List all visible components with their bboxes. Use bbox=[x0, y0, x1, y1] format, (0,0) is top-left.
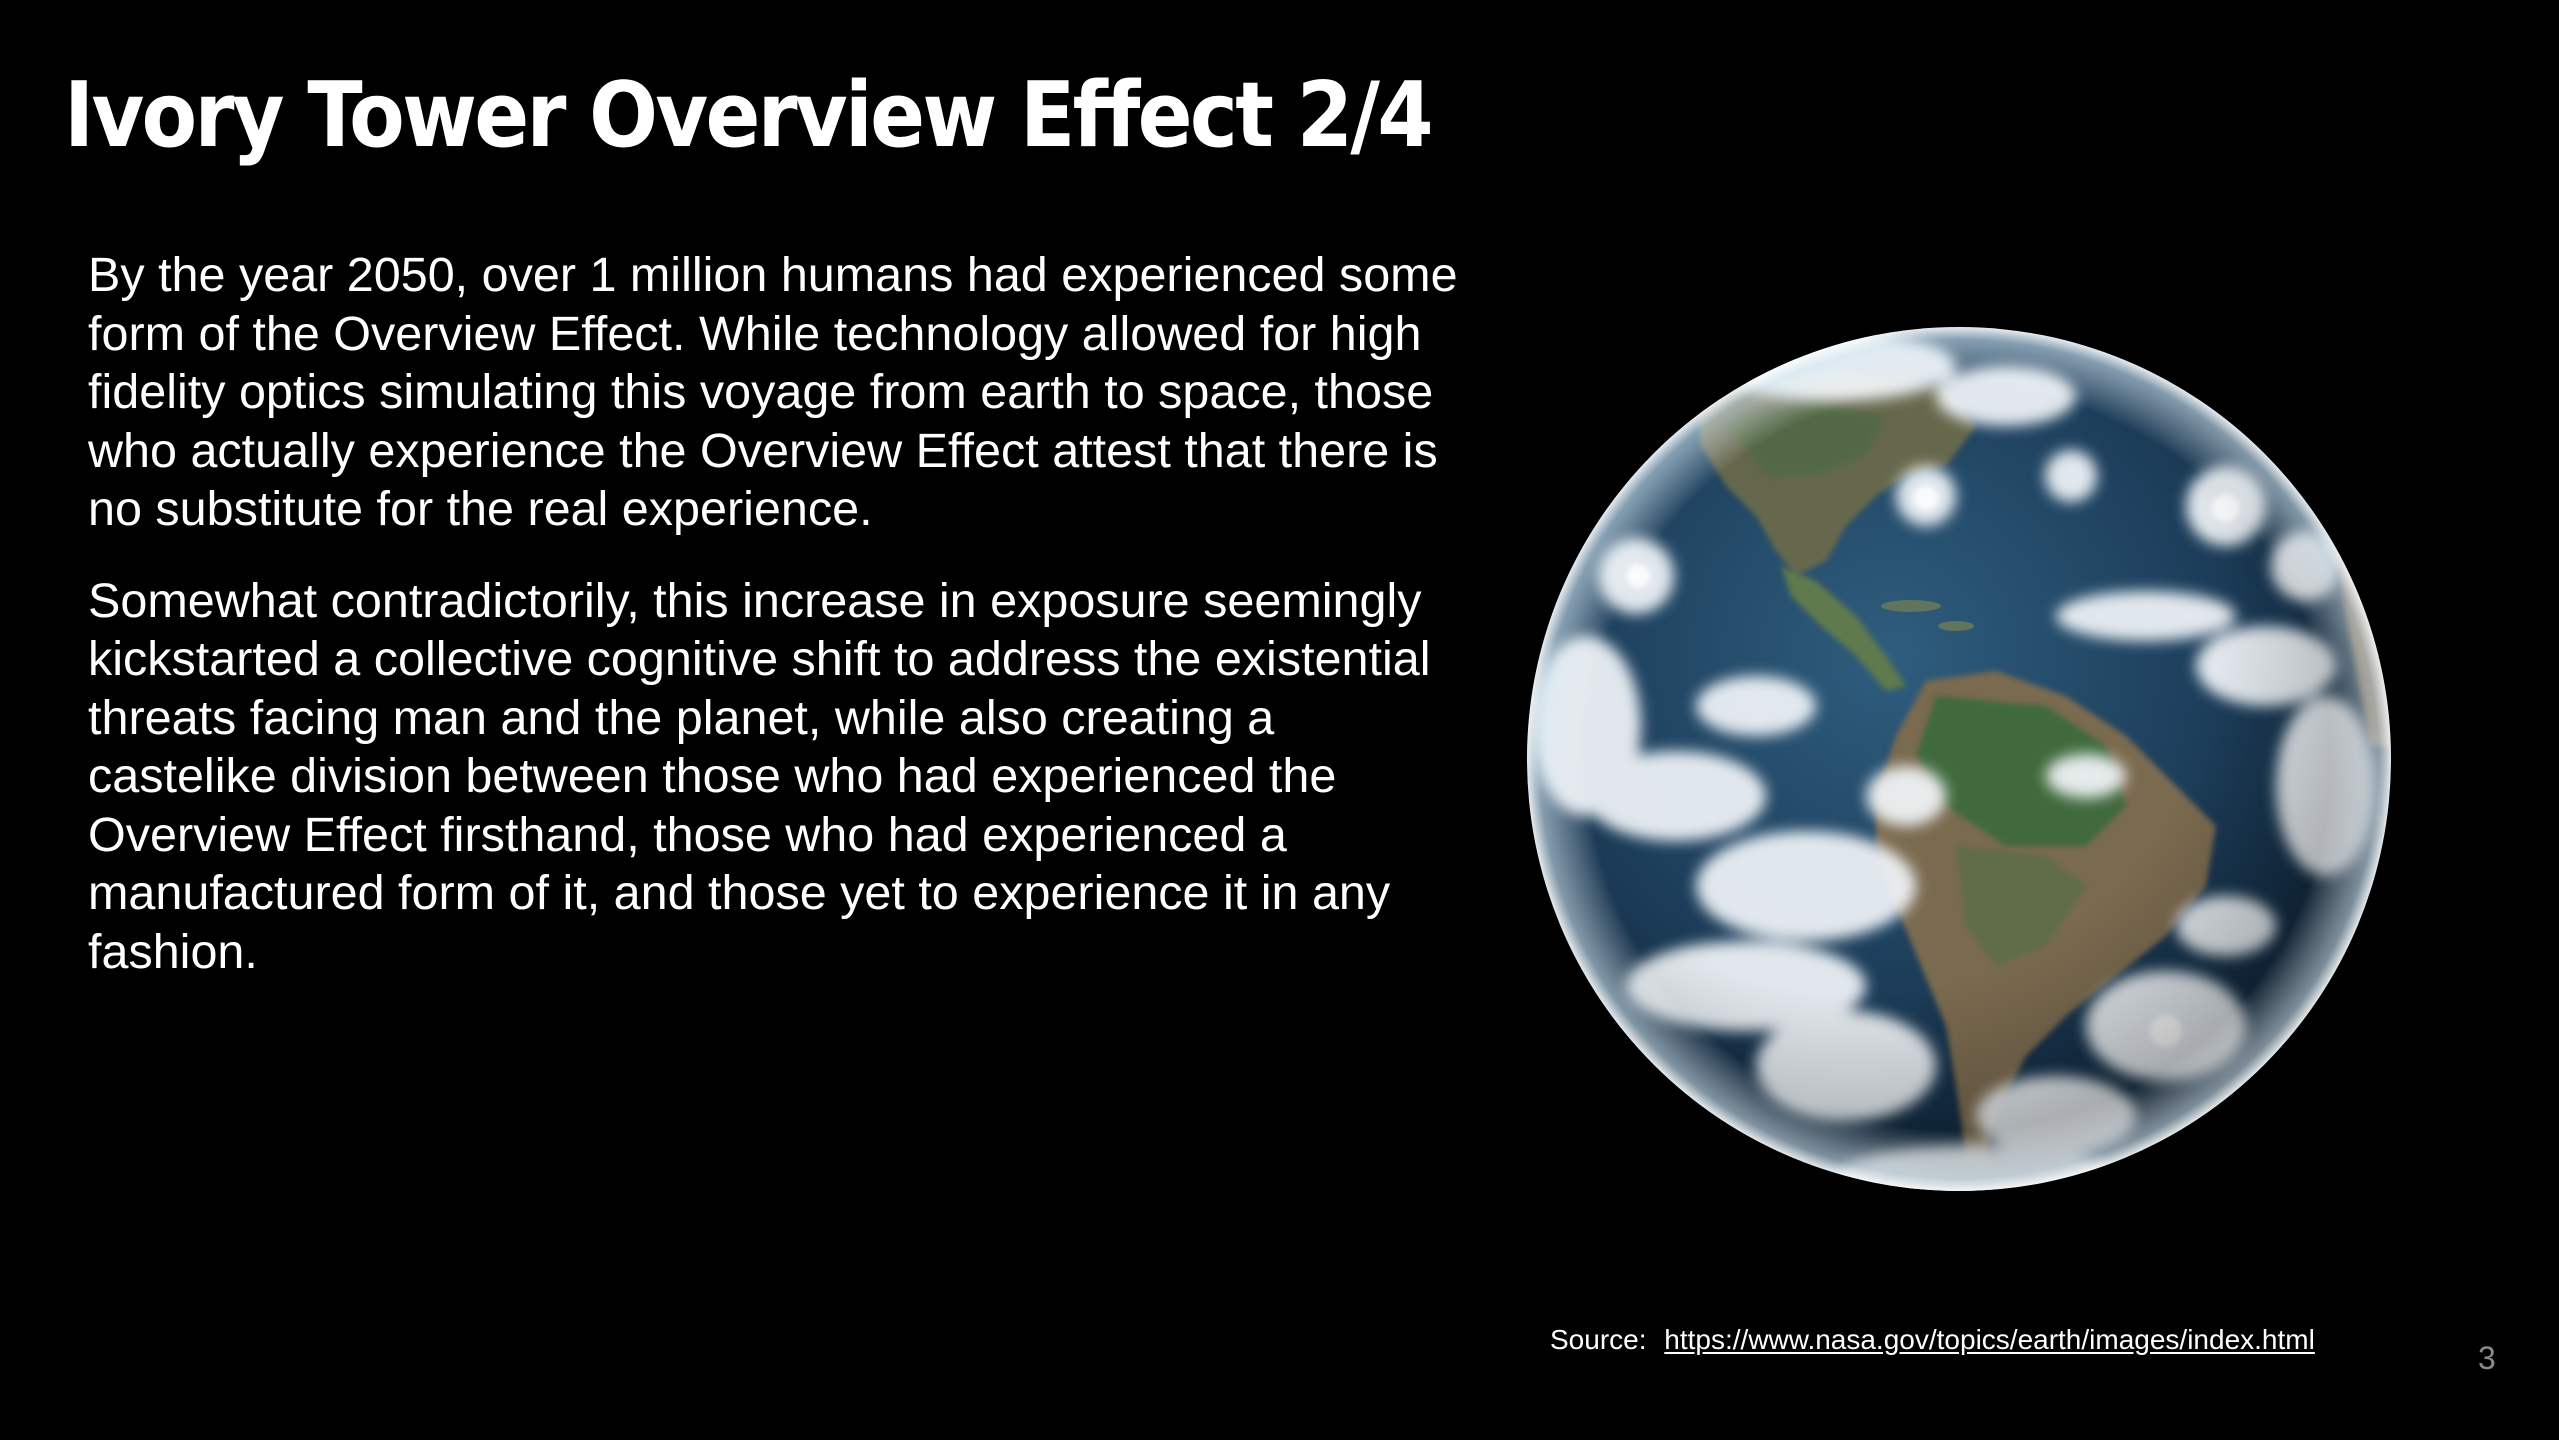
slide-body: By the year 2050, over 1 million humans … bbox=[88, 246, 1458, 1014]
source-citation: Source: https://www.nasa.gov/topics/eart… bbox=[1550, 1324, 2315, 1356]
source-link[interactable]: https://www.nasa.gov/topics/earth/images… bbox=[1664, 1324, 2315, 1355]
body-paragraph-2: Somewhat contradictorily, this increase … bbox=[88, 573, 1431, 979]
slide-title: Ivory Tower Overview Effect 2/4 bbox=[64, 63, 1434, 168]
body-paragraph-1: By the year 2050, over 1 million humans … bbox=[88, 248, 1458, 536]
page-number: 3 bbox=[2478, 1340, 2496, 1376]
earth-globe-image bbox=[1526, 326, 2392, 1192]
source-label: Source: bbox=[1550, 1324, 1647, 1355]
